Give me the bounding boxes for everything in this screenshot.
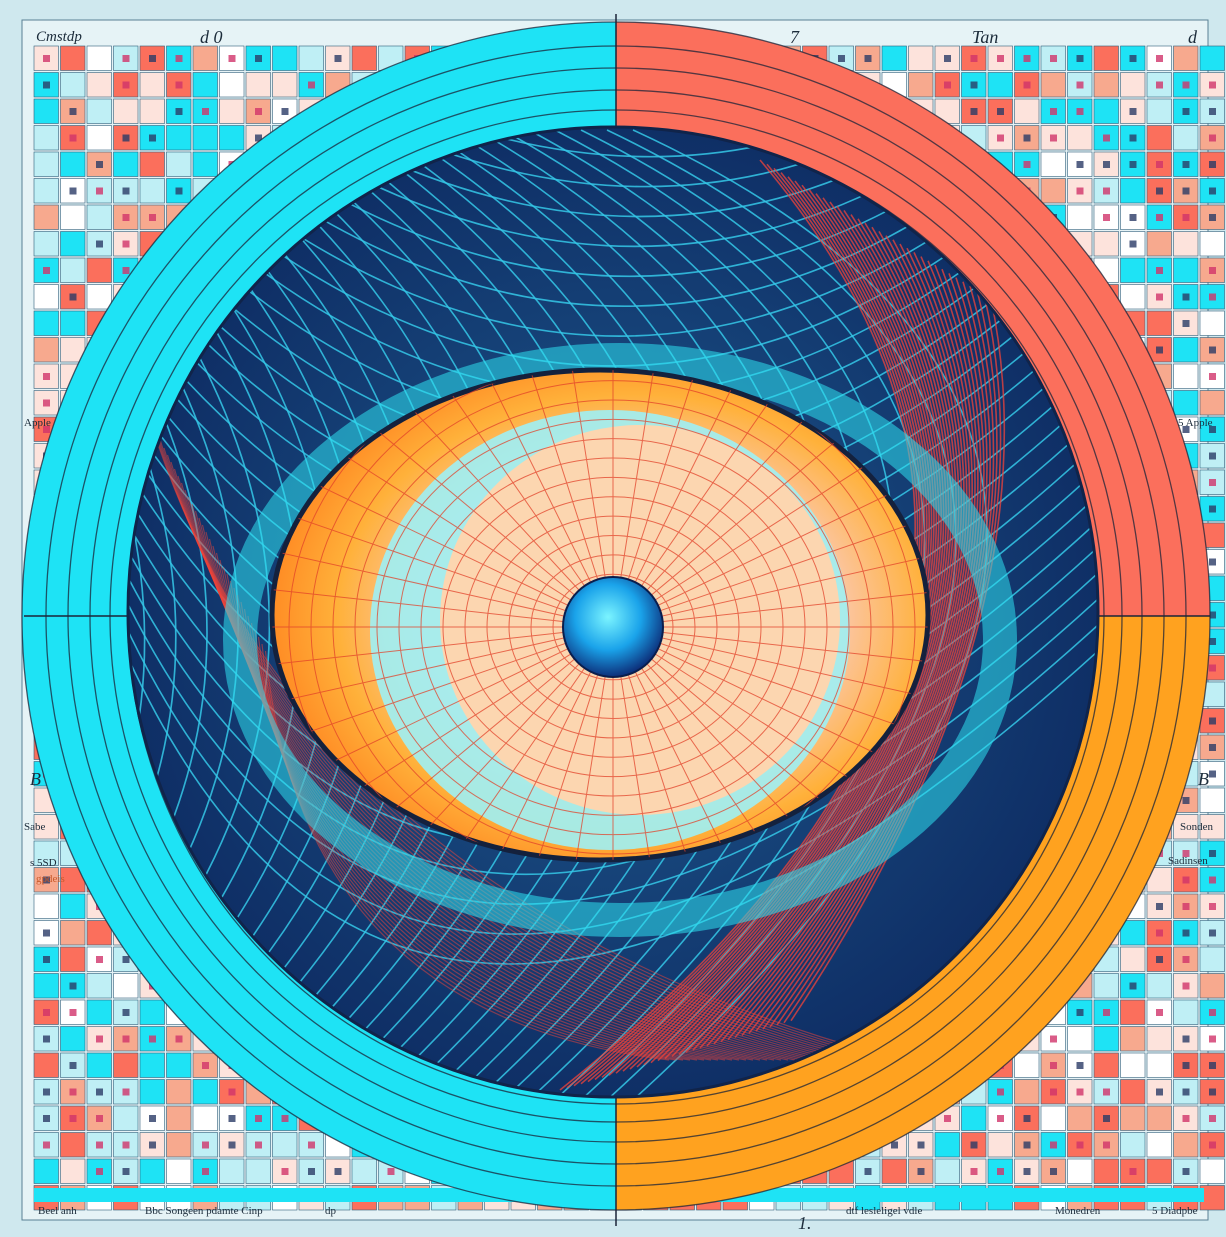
right-side-sub-label: Sonden (1180, 821, 1213, 833)
top-mid-left-label: d 0 (200, 27, 223, 47)
bottom-label-4: dtf lesleligel vdle (846, 1205, 923, 1217)
top-left-label: Cmstdp (36, 29, 82, 45)
bottom-label-1: Beel anh (38, 1205, 77, 1217)
bottom-label-3: dp (325, 1205, 336, 1217)
bottom-label-5: Monedren (1055, 1205, 1101, 1217)
right-b-label: B (1198, 769, 1209, 789)
top-right-label: Tan (972, 27, 999, 47)
left-mid-label: Apple (24, 417, 51, 429)
bottom-center-label: 1. (798, 1213, 812, 1233)
left-side-sub2-label: s 5SD (30, 857, 57, 869)
top-mid-right-label: 7 (790, 27, 799, 47)
left-side-sub-label: Sabe (24, 821, 46, 833)
center-core (562, 576, 664, 678)
left-b-label: B (30, 769, 41, 789)
top-far-right-label: d (1188, 27, 1197, 47)
bottom-label-6: 5 Diadpbe (1152, 1205, 1198, 1217)
left-side-sub3-label: gpdeis (36, 873, 65, 885)
bottom-label-2: Bbc Songeen pdamte Cinp (145, 1205, 263, 1217)
right-side-sub2-label: Sadinsen (1168, 855, 1208, 867)
right-mid-label: 5 Apple (1178, 417, 1213, 429)
